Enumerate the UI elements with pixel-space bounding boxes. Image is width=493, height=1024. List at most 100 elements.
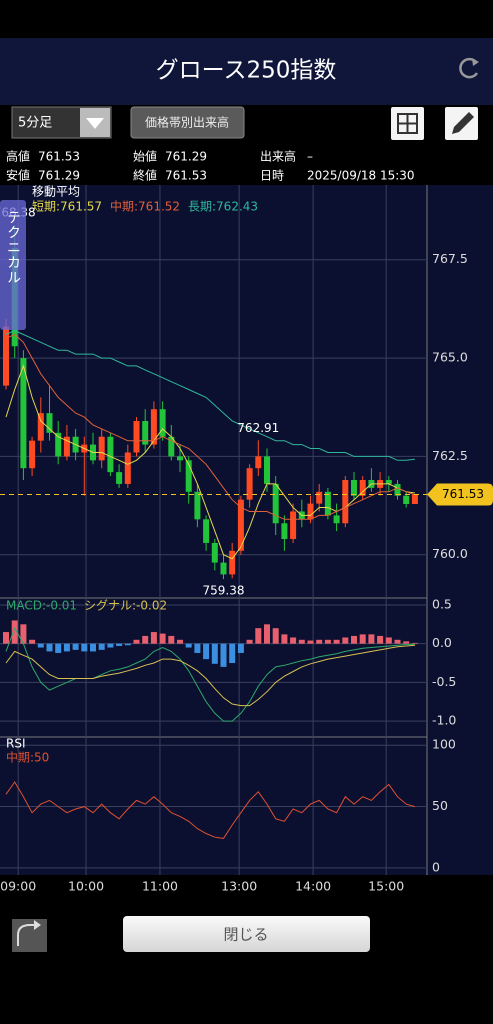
macd-bar	[46, 643, 53, 652]
macd-bar	[333, 639, 340, 644]
y-tick-label: -0.5	[432, 674, 456, 689]
info-value: –	[307, 150, 313, 164]
candle-body	[255, 456, 262, 469]
info-value: 761.53	[165, 169, 207, 183]
last-price-label: 761.53	[442, 487, 484, 501]
macd-bar	[316, 639, 323, 644]
price-annotation: 762.91	[237, 421, 279, 435]
macd-bar	[246, 639, 253, 644]
candle-body	[3, 326, 9, 386]
close-button-label: 閉じる	[223, 926, 268, 944]
legend-entry: MACD:-0.01	[6, 599, 77, 613]
macd-bar	[98, 643, 105, 650]
info-value: 761.29	[165, 150, 207, 164]
side-tab-label[interactable]: テクニカル	[5, 210, 21, 285]
info-value: 761.29	[38, 169, 80, 183]
candle-body	[168, 436, 175, 457]
x-tick-label: 14:00	[295, 879, 331, 894]
plots	[0, 185, 427, 875]
candle-body	[37, 413, 44, 441]
macd-bar	[229, 643, 236, 664]
macd-bar	[142, 635, 149, 644]
macd-bar	[385, 637, 392, 644]
y-tick-label: 767.5	[432, 251, 468, 266]
candle-body	[359, 480, 366, 496]
side-tab[interactable]	[0, 200, 26, 330]
macd-bar	[90, 643, 96, 652]
candle-body	[133, 421, 140, 453]
chart-area	[0, 185, 427, 875]
volume-button[interactable]: 価格帯別出来高	[130, 106, 245, 139]
candle-body	[220, 562, 227, 575]
title: グロース250指数	[156, 58, 337, 84]
legend-entry: 長期:762.43	[188, 200, 258, 214]
info-value: 761.53	[38, 150, 80, 164]
candle-body	[194, 491, 201, 520]
macd-bar	[403, 641, 410, 644]
macd-bar	[255, 628, 262, 644]
candle-body	[142, 421, 149, 445]
candle-body	[185, 460, 192, 492]
rsi-line	[5, 781, 416, 839]
macd-bar	[168, 635, 175, 644]
y-tick-label: 765.0	[432, 350, 468, 365]
y-tick-label: 0.0	[432, 635, 452, 650]
candle-body	[394, 483, 401, 496]
legend-entry: シグナル:-0.02	[84, 599, 167, 613]
macd-bar	[342, 637, 349, 644]
x-tick-label: 13:00	[221, 879, 257, 894]
legend-entry: 短期:761.57	[32, 200, 102, 214]
macd-bar	[264, 624, 270, 644]
macd-bar	[377, 635, 384, 644]
layout-button[interactable]	[391, 107, 424, 140]
candle-body	[264, 456, 270, 484]
candle-body	[124, 452, 131, 484]
last-price-tag	[427, 483, 493, 506]
close-button[interactable]: 閉じる	[123, 916, 370, 952]
macd-bar	[55, 643, 62, 653]
macd-bar	[211, 643, 218, 664]
macd-bar	[63, 643, 70, 652]
macd-bar	[220, 643, 227, 667]
legend-entry: 中期:761.52	[110, 199, 180, 214]
candle-body	[403, 495, 410, 504]
macd-bar	[359, 634, 366, 644]
candle-body	[281, 523, 288, 539]
macd-bar	[124, 643, 131, 646]
x-tick-label: 15:00	[368, 879, 404, 894]
draw-button[interactable]	[445, 107, 478, 140]
macd-bar	[159, 633, 166, 644]
y-tick-label: 0.5	[432, 596, 452, 611]
macd-bar	[81, 643, 88, 652]
candle-body	[29, 440, 36, 469]
candle-body	[46, 413, 53, 433]
macd-bar	[107, 643, 114, 648]
candle-body	[385, 480, 392, 484]
macd-bar	[194, 643, 201, 653]
candle-body	[342, 480, 349, 524]
macd-bar	[72, 643, 79, 650]
refresh-button[interactable]	[459, 57, 479, 79]
candle-body	[159, 409, 166, 437]
macd-bar	[150, 632, 157, 644]
macd-bar	[394, 639, 401, 644]
macd-bar	[272, 628, 279, 644]
macd-bar	[185, 643, 192, 648]
interval-dropdown[interactable]: 5分足	[11, 106, 112, 139]
ma-line	[5, 333, 416, 520]
macd-bar	[237, 643, 244, 653]
info-label: 安値	[6, 168, 30, 183]
rotate-button[interactable]	[12, 919, 47, 952]
macd-bar	[290, 637, 297, 644]
candle-body	[150, 409, 157, 445]
candle-body	[63, 436, 70, 457]
x-tick-label: 09:00	[0, 879, 36, 894]
candle-body	[229, 550, 236, 575]
title-bar	[0, 38, 493, 105]
macd-bar	[133, 639, 140, 644]
candle-body	[107, 436, 114, 473]
ma-line	[5, 364, 415, 560]
candle-body	[290, 511, 297, 539]
x-tick-label: 10:00	[68, 879, 104, 894]
